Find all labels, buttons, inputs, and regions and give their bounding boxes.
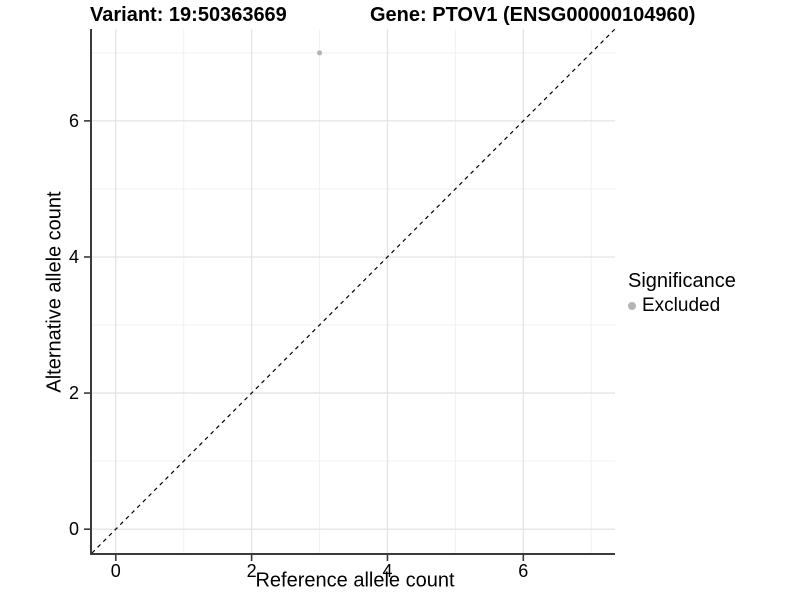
x-tick-label: 4	[382, 561, 392, 581]
identity-line	[91, 28, 616, 554]
y-tick-label: 6	[69, 111, 79, 131]
x-tick-label: 6	[518, 561, 528, 581]
legend-title: Significance	[628, 270, 736, 292]
data-point	[316, 50, 323, 56]
legend-item-excluded: Excluded	[628, 295, 736, 317]
x-tick-label: 2	[247, 561, 257, 581]
x-axis-title: Reference allele count	[255, 569, 455, 592]
y-tick-label: 4	[69, 247, 79, 267]
legend-item-label: Excluded	[642, 295, 721, 316]
y-axis-title: Alternative allele count	[43, 191, 66, 393]
legend-point-icon	[628, 302, 636, 310]
plot-title-gene: Gene: PTOV1 (ENSG00000104960)	[370, 4, 696, 26]
legend: Significance Excluded	[628, 270, 736, 317]
plot-title-variant: Variant: 19:50363669	[90, 4, 287, 26]
x-tick-label: 0	[111, 561, 121, 581]
y-tick-label: 2	[69, 383, 79, 403]
y-tick-label: 0	[69, 519, 79, 539]
